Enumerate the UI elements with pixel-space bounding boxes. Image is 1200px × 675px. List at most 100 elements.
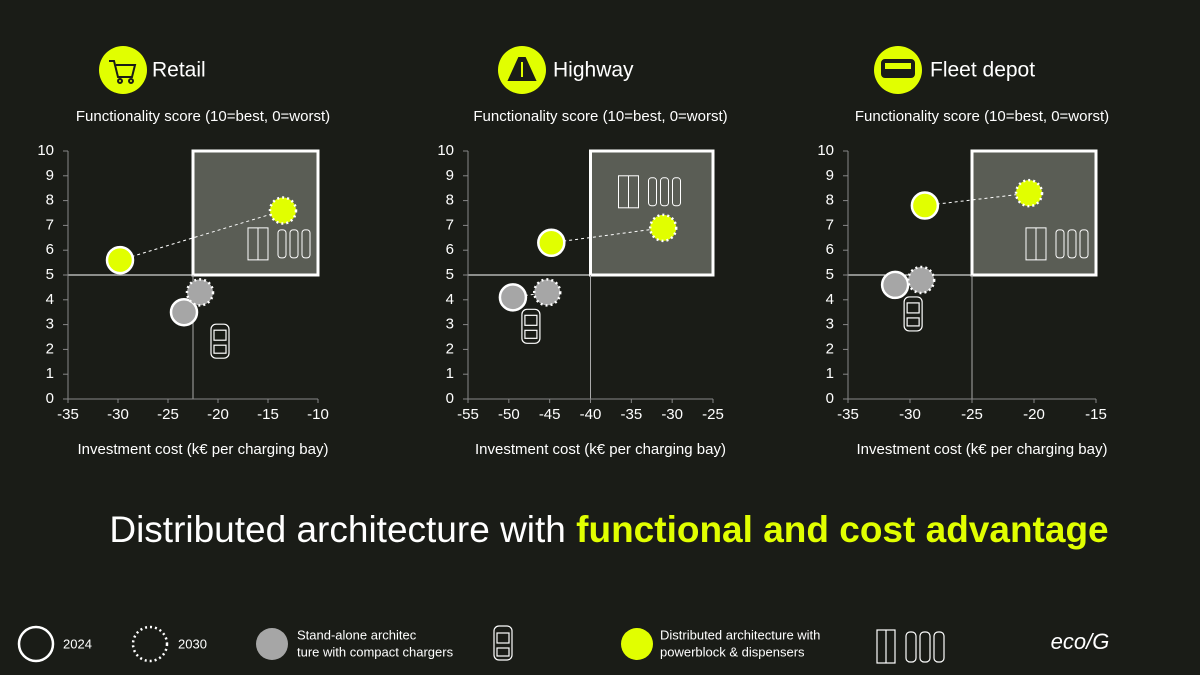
car-icon [210,323,230,359]
y-tick-label: 10 [817,142,834,159]
y-tick-label: 7 [826,216,834,233]
y-axis-label: Functionality score (10=best, 0=worst) [473,108,727,125]
charger-icon [1025,227,1089,261]
data-point [185,278,215,307]
y-tick-label: 5 [46,266,54,283]
wheel [117,78,123,84]
legend-text: Distributed architecture with [660,627,820,642]
y-tick-label: 4 [826,291,834,308]
chart-title: Retail [152,59,206,82]
category-icon [507,57,537,81]
y-tick-label: 5 [446,266,454,283]
data-point [532,278,562,307]
y-tick-label: 2 [446,340,454,357]
headline-highlight: functional and cost advantage [576,509,1108,550]
headline: Distributed architecture with functional… [109,509,1108,550]
y-tick-label: 10 [37,142,54,159]
dispenser [1079,229,1089,259]
chart-title: Fleet depot [930,59,1035,82]
cart [109,60,137,78]
y-tick-label: 0 [446,390,454,407]
car-window [906,317,920,327]
x-tick-label: -15 [1085,406,1107,423]
car-icon [493,625,513,661]
x-tick-label: -35 [57,406,79,423]
dispenser [648,177,657,207]
x-tick-label: -40 [580,406,602,423]
trend-connector [551,227,664,244]
y-tick-label: 3 [46,316,54,333]
y-tick-label: 5 [826,266,834,283]
car-icon [521,308,541,344]
y-tick-label: 8 [446,192,454,209]
car-window [906,302,920,314]
wheel [128,78,134,84]
y-tick-label: 2 [826,340,834,357]
car-body [210,323,230,359]
x-tick-label: -25 [961,406,983,423]
car-body [521,308,541,344]
x-tick-label: -55 [457,406,479,423]
data-point [498,283,528,312]
x-axis-label: Investment cost (k€ per charging bay) [857,441,1108,458]
x-tick-label: -25 [702,406,724,423]
y-tick-label: 9 [446,167,454,184]
y-tick-label: 3 [826,316,834,333]
car-window [213,329,227,341]
x-tick-label: -10 [307,406,329,423]
dispenser [277,229,287,259]
car-window [524,329,538,339]
y-tick-label: 7 [446,216,454,233]
y-tick-label: 1 [46,365,54,382]
trend-connector [119,210,284,261]
data-point [1014,178,1044,208]
car-body [903,296,923,332]
x-axis-label: Investment cost (k€ per charging bay) [475,441,726,458]
charger-icon [876,629,945,664]
category-icon-bg [99,46,147,94]
car-window [213,344,227,354]
chart-title: Highway [553,59,634,82]
category-icon [109,60,137,84]
data-point [105,245,135,275]
legend-distributed-icon [621,628,653,660]
x-tick-label: -45 [539,406,561,423]
charger-icon [618,175,681,209]
y-tick-label: 8 [46,192,54,209]
y-tick-label: 4 [46,291,54,308]
legend-year: 2030 [178,636,207,651]
y-axis-label: Functionality score (10=best, 0=worst) [855,108,1109,125]
headline-text: Distributed architecture with [109,509,566,550]
legend-text: ture with compact chargers [297,644,454,659]
dispenser [1055,229,1065,259]
logo: eco/G [1051,629,1110,654]
x-tick-label: -30 [107,406,129,423]
dispenser [301,229,311,259]
dispenser [672,177,681,207]
x-tick-label: -20 [207,406,229,423]
x-tick-label: -35 [837,406,859,423]
data-point [906,265,936,295]
x-tick-label: -25 [157,406,179,423]
y-tick-label: 4 [446,291,454,308]
car-icon [903,296,923,332]
data-point [537,228,566,258]
y-tick-label: 6 [826,241,834,258]
y-tick-label: 7 [46,216,54,233]
data-point [268,196,298,225]
y-tick-label: 6 [446,241,454,258]
y-tick-label: 0 [826,390,834,407]
data-point [910,191,940,220]
car-window [524,314,538,326]
legend-year: 2024 [63,636,92,651]
legend-text: powerblock & dispensers [660,644,805,659]
legend-text: Stand-alone architec [297,627,417,642]
y-tick-label: 1 [446,365,454,382]
dispenser [289,229,299,259]
category-icon [881,59,915,78]
data-point [169,297,199,327]
x-axis-label: Investment cost (k€ per charging bay) [78,441,329,458]
